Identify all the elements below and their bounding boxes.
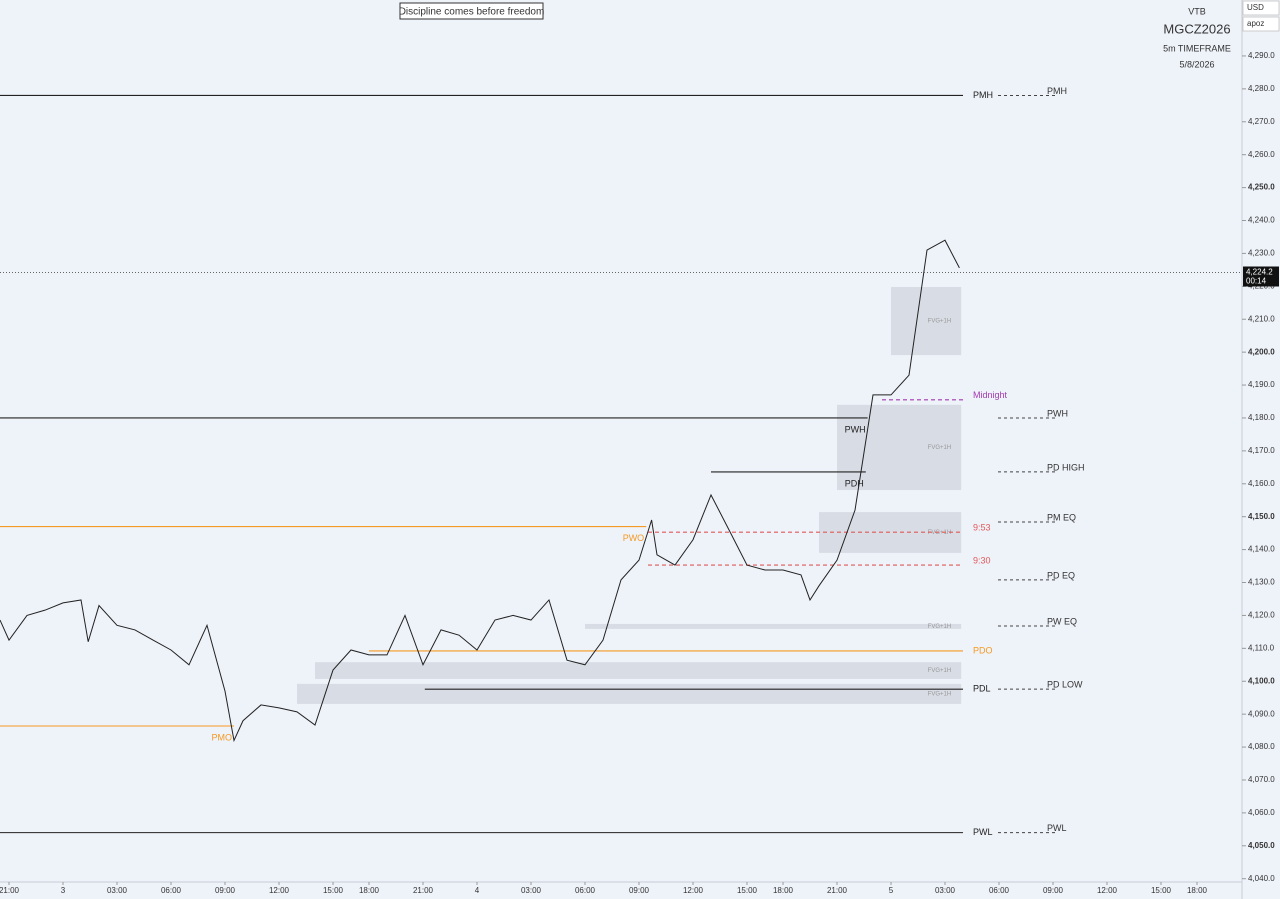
fvg-zone: [891, 286, 962, 356]
chart-title: Discipline comes before freedom: [399, 7, 545, 18]
y-tick-label: 4,040.0: [1248, 874, 1275, 883]
ticker: MGCZ2026: [1163, 21, 1230, 36]
level-label: PWL: [973, 827, 993, 837]
x-tick-label: 06:00: [989, 886, 1010, 895]
exchange: VTB: [1188, 6, 1206, 16]
fvg-zone: [315, 662, 962, 679]
x-tick-label: 03:00: [935, 886, 956, 895]
account-select[interactable]: [1242, 16, 1280, 32]
x-tick-label: 18:00: [1187, 886, 1208, 895]
projection-label: PWH: [1047, 408, 1068, 418]
x-tick-label: 03:00: [107, 886, 128, 895]
x-tick-label: 12:00: [683, 886, 704, 895]
y-tick-label: 4,270.0: [1248, 117, 1275, 126]
x-tick-label: 18:00: [359, 886, 380, 895]
fvg-label: FVG+1H: [928, 319, 952, 325]
y-tick-label: 4,070.0: [1248, 775, 1275, 784]
y-tick-label: 4,060.0: [1248, 808, 1275, 817]
countdown: 00:14: [1246, 277, 1267, 286]
y-tick-label: 4,260.0: [1248, 150, 1275, 159]
fvg-label: FVG+1H: [928, 530, 952, 536]
level-label: PDL: [973, 684, 991, 694]
x-tick-label: 5: [889, 886, 894, 895]
y-tick-label: 4,180.0: [1248, 413, 1275, 422]
fvg-label: FVG+1H: [928, 691, 952, 697]
x-tick-label: 21:00: [0, 886, 20, 895]
y-tick-label: 4,150.0: [1248, 512, 1275, 521]
level-label: 9:53: [973, 523, 991, 533]
timeframe: 5m TIMEFRAME: [1163, 43, 1231, 53]
y-tick-label: 4,120.0: [1248, 611, 1275, 620]
y-tick-label: 4,190.0: [1248, 380, 1275, 389]
projection-label: PMH: [1047, 86, 1067, 96]
y-tick-label: 4,200.0: [1248, 347, 1275, 356]
level-label: PMO: [211, 732, 232, 742]
y-tick-label: 4,140.0: [1248, 545, 1275, 554]
x-tick-label: 12:00: [1097, 886, 1118, 895]
fvg-zone: [837, 404, 962, 491]
projection-label: PD EQ: [1047, 570, 1075, 580]
y-tick-label: 4,230.0: [1248, 249, 1275, 258]
x-tick-label: 12:00: [269, 886, 290, 895]
y-tick-label: 4,130.0: [1248, 578, 1275, 587]
level-label: PWH: [845, 424, 866, 434]
projection-label: PD LOW: [1047, 680, 1083, 690]
y-tick-label: 4,240.0: [1248, 216, 1275, 225]
price-line: [0, 239, 960, 743]
level-label: 9:30: [973, 555, 991, 565]
x-tick-label: 09:00: [1043, 886, 1064, 895]
currency[interactable]: USD: [1247, 3, 1264, 12]
x-tick-label: 3: [61, 886, 66, 895]
y-tick-label: 4,080.0: [1248, 742, 1275, 751]
fvg-label: FVG+1H: [928, 445, 952, 451]
level-label: Midnight: [973, 390, 1008, 400]
y-tick-label: 4,170.0: [1248, 446, 1275, 455]
x-tick-label: 18:00: [773, 886, 794, 895]
level-label: PMH: [973, 90, 993, 100]
level-label: PDH: [845, 478, 864, 488]
y-tick-label: 4,290.0: [1248, 51, 1275, 60]
y-tick-label: 4,160.0: [1248, 479, 1275, 488]
x-tick-label: 06:00: [575, 886, 596, 895]
x-tick-label: 03:00: [521, 886, 542, 895]
y-tick-label: 4,280.0: [1248, 84, 1275, 93]
projection-label: PD HIGH: [1047, 462, 1085, 472]
last-price-label: 4,224.2: [1246, 268, 1273, 277]
projection-label: PM EQ: [1047, 512, 1076, 522]
x-tick-label: 21:00: [827, 886, 848, 895]
y-tick-label: 4,100.0: [1248, 676, 1275, 685]
x-tick-label: 4: [475, 886, 480, 895]
x-tick-label: 09:00: [629, 886, 650, 895]
x-tick-label: 21:00: [413, 886, 434, 895]
x-tick-label: 15:00: [1151, 886, 1172, 895]
title-box: [399, 2, 544, 20]
x-tick-label: 15:00: [323, 886, 344, 895]
last-price-tag: [1243, 266, 1279, 287]
y-tick-label: 4,210.0: [1248, 314, 1275, 323]
x-tick-label: 06:00: [161, 886, 182, 895]
fvg-label: FVG+1H: [928, 624, 952, 630]
fvg-zone: [585, 623, 962, 629]
currency-select[interactable]: [1242, 0, 1280, 16]
date: 5/8/2026: [1179, 59, 1214, 69]
y-tick-label: 4,050.0: [1248, 841, 1275, 850]
level-label: PDO: [973, 645, 993, 655]
y-tick-label: 4,250.0: [1248, 183, 1275, 192]
account[interactable]: apoz: [1247, 19, 1264, 28]
fvg-zone: [297, 683, 962, 704]
x-tick-label: 15:00: [737, 886, 758, 895]
projection-label: PW EQ: [1047, 616, 1077, 626]
level-label: PWO: [623, 533, 645, 543]
projection-label: PWL: [1047, 823, 1067, 833]
y-tick-label: 4,090.0: [1248, 709, 1275, 718]
y-tick-label: 4,110.0: [1248, 643, 1275, 652]
fvg-label: FVG+1H: [928, 668, 952, 674]
x-tick-label: 09:00: [215, 886, 236, 895]
